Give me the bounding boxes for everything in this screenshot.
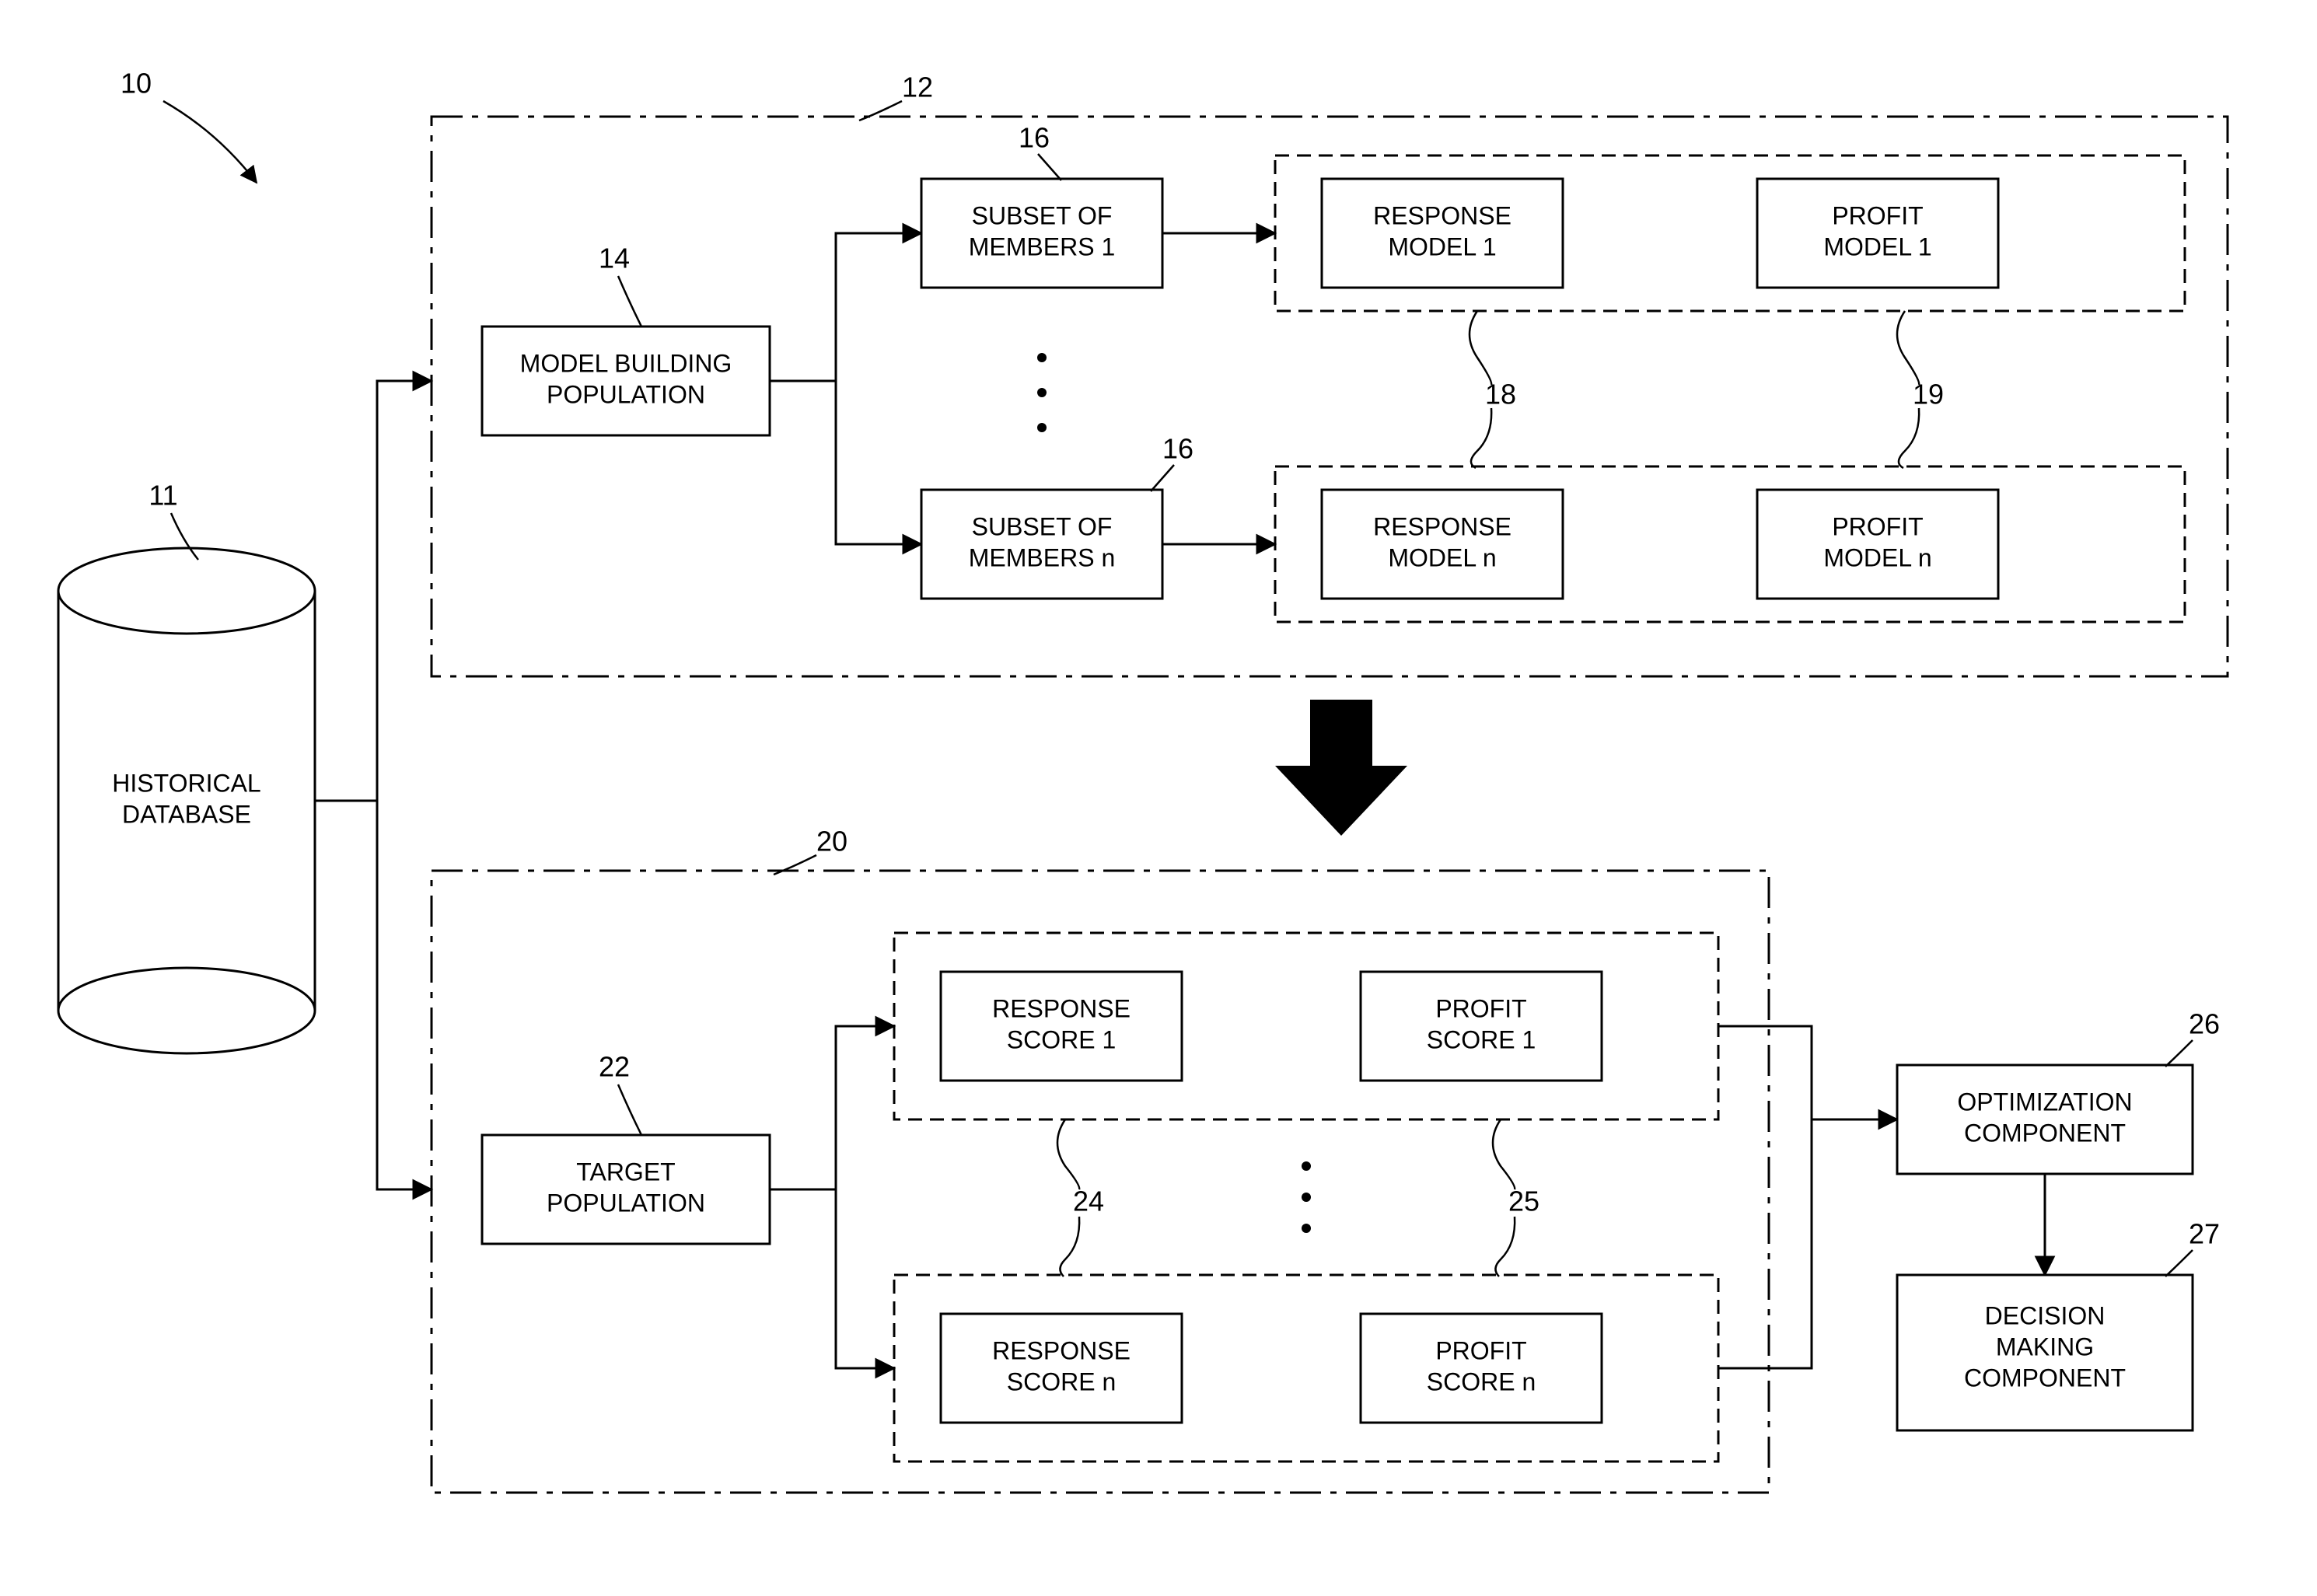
svg-text:SCORE 1: SCORE 1 xyxy=(1007,1025,1116,1053)
svg-text:MAKING: MAKING xyxy=(1996,1332,2094,1360)
svg-text:PROFIT: PROFIT xyxy=(1832,512,1923,540)
leader-27 xyxy=(2165,1250,2193,1276)
ref-10: 10 xyxy=(121,68,152,100)
ref-20: 20 xyxy=(816,826,847,857)
svg-text:RESPONSE: RESPONSE xyxy=(992,994,1131,1022)
leader-25-up xyxy=(1493,1119,1515,1189)
svg-text:PROFIT: PROFIT xyxy=(1435,1336,1526,1364)
db-to-bottom-area xyxy=(377,801,432,1189)
leader-24-up xyxy=(1057,1119,1079,1189)
svg-text:SCORE n: SCORE n xyxy=(1007,1367,1116,1395)
leader-16a xyxy=(1038,154,1061,180)
svg-text:PROFIT: PROFIT xyxy=(1832,201,1923,229)
to-score-groupn xyxy=(836,1189,894,1368)
big-arrow-icon xyxy=(1275,700,1407,836)
to-score-group1 xyxy=(836,1026,894,1189)
svg-text:POPULATION: POPULATION xyxy=(547,380,705,408)
leader-18-down xyxy=(1471,408,1491,468)
leader-19-up xyxy=(1897,311,1919,385)
svg-text:COMPONENT: COMPONENT xyxy=(1964,1364,2126,1392)
ref-18: 18 xyxy=(1485,379,1516,410)
leader-18-up xyxy=(1470,311,1491,385)
svg-text:COMPONENT: COMPONENT xyxy=(1964,1119,2126,1147)
svg-text:PROFIT: PROFIT xyxy=(1435,994,1526,1022)
leader-14 xyxy=(618,276,641,327)
ref-19: 19 xyxy=(1913,379,1944,410)
svg-text:OPTIMIZATION: OPTIMIZATION xyxy=(1957,1088,2132,1116)
svg-text:SUBSET OF: SUBSET OF xyxy=(972,512,1113,540)
score1-to-join xyxy=(1718,1026,1812,1119)
svg-text:RESPONSE: RESPONSE xyxy=(992,1336,1131,1364)
ref-22: 22 xyxy=(599,1051,630,1083)
svg-text:MEMBERS 1: MEMBERS 1 xyxy=(969,232,1115,260)
ref-16a: 16 xyxy=(1019,122,1050,154)
svg-text:HISTORICAL: HISTORICAL xyxy=(112,769,260,797)
svg-text:MEMBERS n: MEMBERS n xyxy=(969,543,1115,571)
ref-27: 27 xyxy=(2189,1218,2220,1250)
ref-24: 24 xyxy=(1073,1186,1104,1217)
leader-25-down xyxy=(1495,1217,1515,1276)
svg-text:DECISION: DECISION xyxy=(1985,1301,2106,1329)
leader-22 xyxy=(618,1084,641,1135)
svg-text:MODEL 1: MODEL 1 xyxy=(1823,232,1931,260)
vdots-icon xyxy=(1302,1161,1311,1171)
historical-database: HISTORICAL DATABASE xyxy=(58,548,315,1053)
leader-19-down xyxy=(1899,408,1919,468)
scoren-to-join xyxy=(1718,1119,1812,1368)
flow-diagram: 10 HISTORICAL DATABASE 11 12 MODEL BUILD… xyxy=(0,0,2317,1596)
svg-text:TARGET: TARGET xyxy=(576,1158,675,1186)
leader-10 xyxy=(163,101,257,183)
svg-text:MODEL BUILDING: MODEL BUILDING xyxy=(520,349,732,377)
svg-text:POPULATION: POPULATION xyxy=(547,1189,705,1217)
ref-16b: 16 xyxy=(1162,433,1193,465)
ref-26: 26 xyxy=(2189,1008,2220,1040)
ref-12: 12 xyxy=(902,72,933,103)
ref-25: 25 xyxy=(1508,1186,1539,1217)
svg-text:MODEL n: MODEL n xyxy=(1388,543,1496,571)
svg-text:SCORE n: SCORE n xyxy=(1427,1367,1536,1395)
leader-24-down xyxy=(1060,1217,1079,1276)
db-to-top-area xyxy=(377,381,432,801)
ref-11: 11 xyxy=(149,480,177,512)
leader-26 xyxy=(2165,1040,2193,1067)
svg-text:DATABASE: DATABASE xyxy=(122,800,251,828)
svg-text:SCORE 1: SCORE 1 xyxy=(1427,1025,1536,1053)
to-subset1 xyxy=(836,233,921,381)
svg-text:RESPONSE: RESPONSE xyxy=(1373,512,1511,540)
to-subsetn xyxy=(836,381,921,544)
svg-text:MODEL 1: MODEL 1 xyxy=(1388,232,1496,260)
svg-text:MODEL n: MODEL n xyxy=(1823,543,1931,571)
vdots-icon xyxy=(1037,353,1047,362)
svg-text:SUBSET OF: SUBSET OF xyxy=(972,201,1113,229)
svg-text:RESPONSE: RESPONSE xyxy=(1373,201,1511,229)
ref-14: 14 xyxy=(599,243,630,274)
leader-16b xyxy=(1151,465,1174,491)
